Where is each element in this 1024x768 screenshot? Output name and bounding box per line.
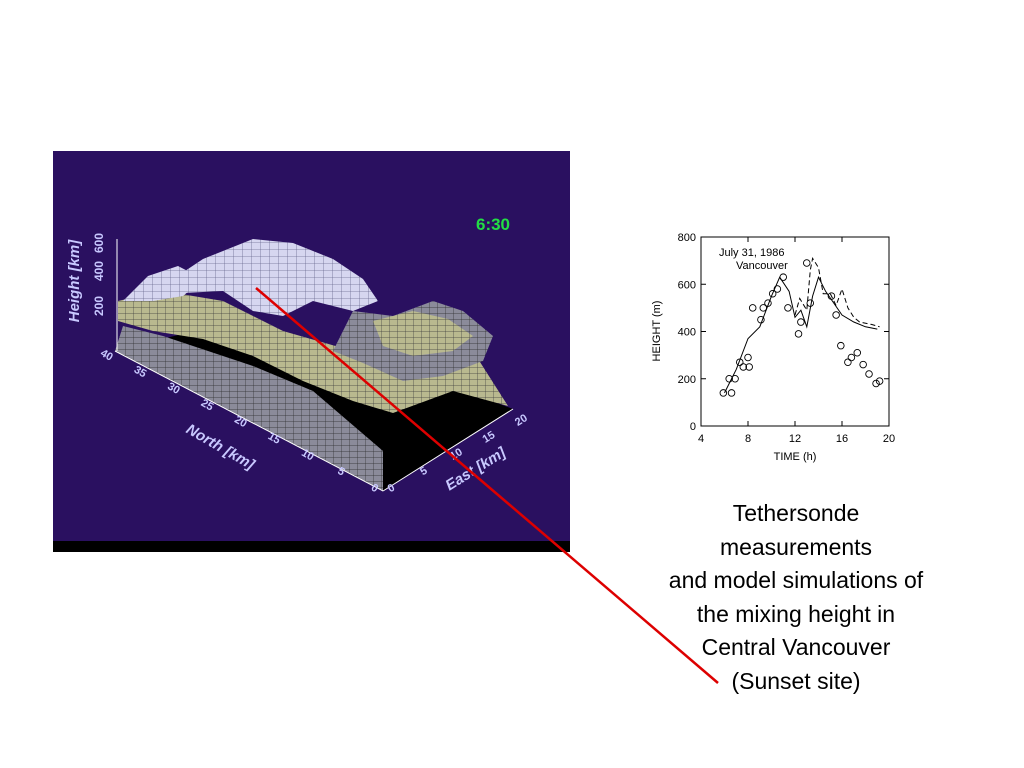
measurement-point (853, 349, 862, 357)
chart-annotation-place: Vancouver (736, 260, 788, 272)
measurement-point (736, 358, 744, 366)
measurement-point (802, 259, 811, 267)
measurement-point (773, 285, 782, 293)
measurement-point (731, 374, 739, 383)
plot-frame (700, 236, 890, 427)
x-tick-label: 4 (698, 433, 704, 445)
measurement-point (865, 370, 873, 378)
measurement-point (739, 363, 748, 371)
y-tick-label: 400 (678, 327, 696, 339)
y-axis-label: HEIGHT (m) (651, 301, 663, 362)
height-tick-label: 400 (92, 261, 106, 281)
measurement-point (748, 304, 757, 312)
measurement-point (847, 353, 856, 362)
y-tick-label: 0 (690, 421, 696, 433)
measurement-point (794, 330, 803, 338)
height-tick-label: 600 (92, 233, 106, 253)
mixing-height-surface-panel: Height [km] 600 400 200 North [km] 40 35 30 2… (53, 151, 570, 552)
model-dashed-line (794, 256, 880, 328)
surface-left-ridge (123, 266, 203, 301)
measurement-point (844, 358, 852, 366)
measurement-point (757, 315, 765, 324)
measurement-point (806, 299, 815, 307)
model-solid-line (724, 275, 878, 394)
measurement-point (719, 389, 728, 397)
caption-line-5: Central Vancouver (701, 634, 891, 660)
x-axis-label: TIME (h) (774, 451, 817, 463)
measurement-point (797, 318, 805, 326)
caption-line-6: (Sunset site) (731, 667, 861, 694)
north-tick-label: 35 (132, 364, 149, 381)
y-tick-label: 200 (678, 374, 696, 386)
y-tick-label: 800 (678, 232, 696, 244)
measurement-point (875, 377, 884, 385)
measurement-point (768, 289, 777, 298)
x-tick-label: 16 (836, 433, 848, 445)
x-tick-label: 12 (789, 433, 801, 445)
north-tick-label: 30 (165, 380, 182, 397)
north-tick-label: 40 (98, 347, 115, 364)
x-tick-label: 20 (883, 433, 895, 445)
measurement-point (832, 311, 840, 319)
measurement-point (784, 304, 792, 312)
measurement-point (837, 341, 845, 350)
measurement-point (859, 360, 867, 369)
measurement-point (779, 273, 787, 281)
measurement-point (745, 363, 753, 371)
measurement-point (764, 299, 772, 307)
caption-line-3: and model simulations of (668, 567, 924, 593)
north-tick-label: 25 (199, 397, 216, 414)
measurement-point (744, 353, 752, 362)
time-label: 6:30 (476, 215, 510, 234)
y-tick-label: 600 (678, 279, 696, 291)
caption-line-1: Tethersonde (732, 500, 860, 526)
caption-line-2: measurements (719, 533, 873, 560)
surface-bottom-band (53, 541, 570, 552)
chart-annotation-date: July 31, 1986 (719, 247, 784, 259)
height-tick-label: 200 (92, 296, 106, 316)
measurement-point (827, 292, 836, 300)
measurement-point (725, 374, 733, 383)
tethersonde-chart: 0 200 400 600 800 4 8 12 16 20 HEIGHT (m) TIME (… (640, 225, 910, 470)
x-tick-label: 8 (745, 433, 751, 445)
height-axis-label: Height [km] (66, 239, 83, 323)
figure-caption: Tethersonde measurements and model simul… (620, 497, 972, 698)
north-tick-label: 20 (232, 414, 249, 431)
caption-line-4: the mixing height in (696, 600, 896, 627)
measurement-point (759, 304, 768, 312)
measurement-point (727, 389, 736, 397)
